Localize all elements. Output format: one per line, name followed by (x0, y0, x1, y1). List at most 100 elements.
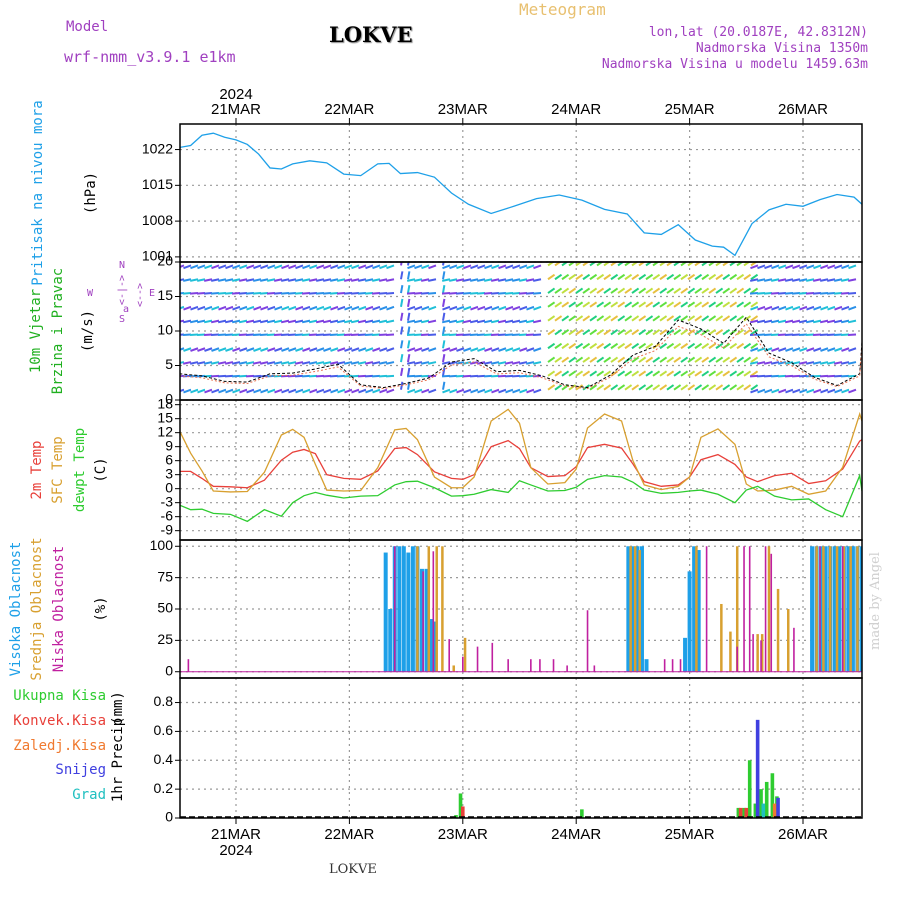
wind-arrow (792, 264, 801, 270)
y-tick-label: 0.4 (154, 751, 174, 767)
wind-arrow (365, 305, 374, 311)
total-precip-bar (736, 807, 741, 818)
wind-arrow (336, 361, 346, 365)
y-tick-label: 0 (165, 479, 173, 495)
wind-arrow (294, 278, 304, 282)
wind-arrow (756, 278, 766, 282)
conv-precip-bar (738, 807, 743, 818)
wind-arrow (659, 384, 668, 391)
wind-arrow (308, 374, 318, 378)
wind-arrow (666, 273, 675, 281)
wind-arrow (211, 347, 220, 352)
wind-arrow (287, 292, 297, 295)
low-cloud-ylabel: Niska Oblacnost (51, 546, 67, 672)
wind-arrow (428, 264, 437, 270)
wind-arrow (756, 361, 766, 365)
wind-arrow (659, 315, 668, 322)
wind-arrow (343, 361, 353, 365)
high-cloud-bar (644, 659, 649, 672)
wind-arrow (301, 333, 311, 337)
wind-arrow (182, 361, 192, 365)
wind-arrow (259, 319, 269, 324)
wind-arrow (554, 273, 563, 281)
wind-arrow (729, 384, 738, 391)
elevation-text: Nadmorska Visina 1350m (695, 41, 868, 56)
wind-arrow (757, 264, 766, 270)
wind-arrow (603, 287, 612, 294)
wind-arrow (490, 374, 500, 378)
wind-arrow (490, 278, 500, 282)
wind-arrow (819, 361, 829, 365)
footer-station: LOKVE (329, 862, 377, 877)
wind-arrow (547, 301, 556, 308)
vector-legend-angle: a (123, 304, 129, 315)
wind-arrow (420, 361, 430, 365)
wind-arrow (638, 273, 647, 281)
wind-arrow (708, 262, 716, 267)
total-precip-bar (458, 793, 463, 818)
wind-arrow (211, 305, 220, 311)
wind-arrow (518, 319, 528, 324)
wind-arrow (840, 278, 850, 282)
wind-arrow (462, 278, 472, 282)
wind-arrow (490, 292, 500, 295)
wind-arrow (225, 347, 234, 352)
wind-arrow (777, 278, 787, 282)
wind-arrow (547, 356, 556, 363)
wind-arrow (763, 319, 773, 324)
wind-arrow (414, 347, 423, 352)
wind-arrow (350, 333, 360, 337)
wind-arrow (407, 312, 411, 321)
wind-arrow (323, 264, 332, 270)
wind-arrow (456, 305, 465, 311)
wind-arrow (239, 347, 248, 352)
meteogram-title: Meteogram (519, 0, 606, 19)
wind-arrow (729, 315, 738, 322)
wind-arrow (406, 278, 416, 282)
wind-arrow (603, 262, 611, 267)
wind-arrow (848, 305, 857, 311)
wind-arrow (568, 342, 577, 350)
wind-arrow (582, 287, 591, 294)
y-tick-label: 5 (165, 356, 173, 372)
wind-arrow (617, 356, 626, 363)
wind-arrow (561, 356, 570, 363)
wind-arrow (463, 347, 472, 352)
wind-arrow (301, 319, 311, 324)
low-cloud-bar (679, 659, 682, 672)
wind-arrow (715, 273, 724, 281)
wind-arrow (455, 333, 465, 337)
wind-arrow (288, 305, 297, 311)
wind-arrow (722, 329, 731, 336)
wind-arrow (385, 374, 395, 378)
wind-arrow (708, 301, 717, 308)
wind-arrow (225, 264, 234, 270)
wind-arrow (357, 278, 367, 282)
wind-arrow (638, 301, 647, 308)
wind-arrow (329, 374, 339, 378)
wind-arrow (798, 361, 808, 365)
wind-arrow (589, 329, 598, 336)
wind-arrow (252, 319, 262, 324)
wind-arrow (777, 374, 787, 378)
low-cloud-bar (422, 571, 424, 672)
mid-cloud-bar (849, 546, 852, 672)
wind-arrow (420, 374, 430, 378)
wind-arrow (659, 356, 668, 363)
mid-cloud-bar (695, 546, 698, 672)
wind-arrow (596, 329, 605, 336)
high-cloud-bar (687, 571, 692, 672)
wind-arrow (694, 384, 703, 391)
wind-arrow (280, 319, 290, 324)
wind-arrow (280, 333, 290, 337)
wind-arrow (666, 356, 675, 363)
total-precip-bar (747, 760, 752, 818)
wind-arrow (189, 319, 199, 324)
wind-arrow (596, 370, 605, 377)
wind-arrow (603, 315, 612, 322)
wind-arrow (407, 388, 416, 394)
wind-arrow (750, 273, 759, 281)
wind-arrow (518, 361, 528, 365)
wind-arrow (715, 287, 724, 294)
wind-arrow (589, 273, 598, 281)
